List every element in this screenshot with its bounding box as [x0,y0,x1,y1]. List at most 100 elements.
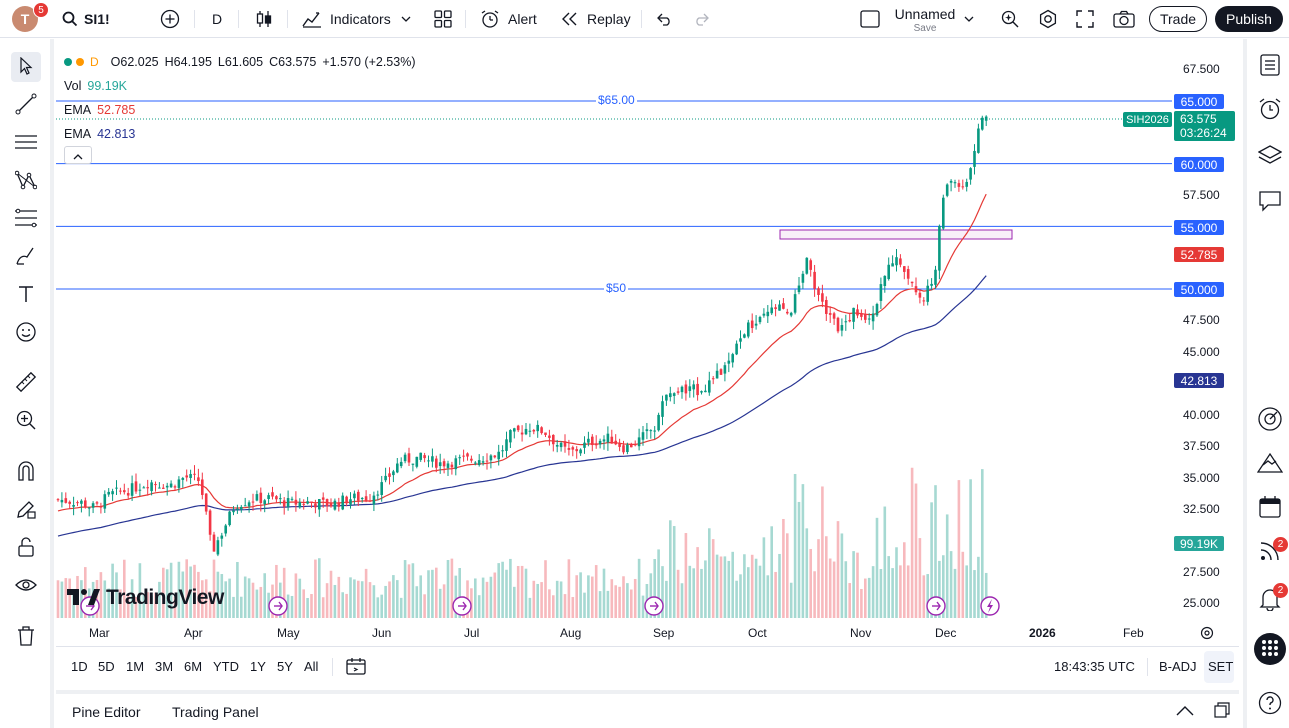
horizontal-lines-tool[interactable] [11,128,41,158]
object-tree-button[interactable] [1255,141,1285,171]
candle [602,435,606,450]
candle [84,497,87,509]
quick-search-button[interactable] [1000,0,1020,38]
goto-date-button[interactable] [346,657,366,678]
templates-button[interactable] [434,0,452,38]
zoom-tool[interactable] [11,406,41,436]
volume-bar [942,555,945,618]
hline-65-label: $65.00 [596,93,637,107]
expand-panel-button[interactable] [1176,704,1194,719]
emoji-tool[interactable] [11,318,41,348]
hline-50-label: $50 [604,281,629,295]
range-1d[interactable]: 1D [71,659,88,674]
candle [263,498,266,513]
volume-bar [930,502,933,618]
layout-name-button[interactable]: Unnamed Save [894,6,956,34]
volume-bar [392,575,395,618]
candle [123,483,126,495]
volume-bar [758,565,762,618]
candle [832,311,836,325]
pine-editor-tab[interactable]: Pine Editor [72,704,141,720]
dividend-event-icon[interactable] [452,596,472,616]
text-tool[interactable] [11,280,41,310]
undo-button[interactable] [656,0,672,38]
calendar-button[interactable] [1255,493,1285,523]
dividend-event-icon[interactable] [644,596,664,616]
chart-type-button[interactable] [255,0,273,38]
price-chart[interactable] [56,44,1239,644]
stay-drawing-tool[interactable] [11,495,41,525]
range-6m[interactable]: 6M [184,659,203,674]
replay-button[interactable]: Replay [561,0,631,38]
dividend-event-icon[interactable] [268,596,288,616]
settlement-toggle[interactable]: SET [1208,659,1234,674]
back-adjust-toggle[interactable]: B-ADJ [1159,659,1197,674]
range-ytd[interactable]: YTD [213,659,239,674]
apps-button[interactable] [1254,633,1286,665]
ideas-button[interactable] [1255,405,1285,435]
alert-button[interactable]: Alert [480,0,537,38]
screener-button[interactable] [1255,449,1285,479]
range-1y[interactable]: 1Y [250,659,266,674]
candle [922,297,926,306]
candle [571,445,575,457]
interval-button[interactable]: D [212,11,223,27]
candle [544,432,547,437]
candle [641,425,645,446]
trade-button[interactable]: Trade [1149,6,1207,32]
magnet-icon [16,460,36,485]
watchlist-button[interactable] [1255,51,1285,81]
chat-button[interactable] [1255,187,1285,217]
volume-bar [427,570,430,618]
alerts-panel-button[interactable] [1255,95,1285,125]
volume-bar [146,592,149,618]
candle [169,480,173,488]
snapshot-button[interactable] [1113,0,1135,38]
hide-drawings-tool[interactable] [11,571,41,601]
trading-panel-tab[interactable]: Trading Panel [172,704,259,720]
candle [325,498,329,512]
layout-button[interactable] [860,0,880,38]
fullscreen-button[interactable] [1076,0,1094,38]
volume-bar [727,560,731,618]
range-all[interactable]: All [304,659,319,674]
candle [497,444,500,466]
candle [446,460,450,477]
fib-tool[interactable] [11,204,41,234]
cursor-tool[interactable] [11,52,41,82]
measure-tool[interactable] [11,368,41,398]
publish-button[interactable]: Publish [1215,6,1283,32]
candle [559,441,563,452]
candle [384,467,387,483]
layout-menu-button[interactable] [964,0,974,38]
volume-bar [185,559,188,618]
volume-bar [711,539,715,618]
range-1m[interactable]: 1M [126,659,145,674]
maximize-panel-button[interactable] [1214,702,1230,721]
trend-line-tool[interactable] [11,90,41,120]
range-3m[interactable]: 3M [155,659,174,674]
brush-tool[interactable] [11,242,41,272]
volume-bar [676,569,680,618]
utc-clock[interactable]: 18:43:35 UTC [1054,659,1135,674]
lightning-event-icon[interactable] [980,596,1000,616]
pattern-tool[interactable] [11,166,41,196]
lock-drawings-tool[interactable] [11,533,41,563]
help-button[interactable] [1255,689,1285,719]
axis-settings-button[interactable] [1200,626,1214,643]
dividend-event-icon[interactable] [926,596,946,616]
range-5d[interactable]: 5D [98,659,115,674]
volume-bar [844,561,848,618]
settings-button[interactable] [1038,0,1058,38]
remove-drawings-tool[interactable] [11,622,41,652]
volume-bar [294,573,298,618]
volume-bar [212,559,216,618]
compare-symbol-button[interactable] [160,0,180,38]
range-5y[interactable]: 5Y [277,659,293,674]
symbol-search-button[interactable]: SI1! [62,0,110,38]
collapse-legend-button[interactable] [64,146,92,164]
magnet-tool[interactable] [11,457,41,487]
redo-button[interactable] [694,0,710,38]
volume-bar [657,549,660,618]
indicators-button[interactable]: Indicators [302,0,411,38]
